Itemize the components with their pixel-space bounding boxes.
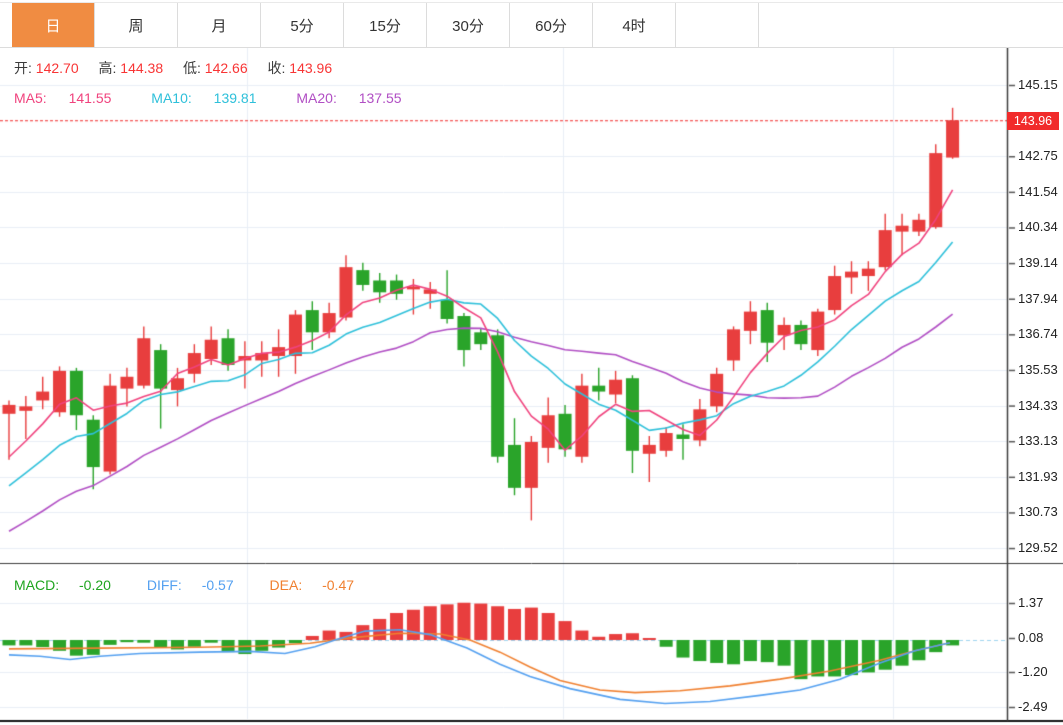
price-axis-label: 136.74: [1018, 326, 1058, 342]
price-axis-label: 133.13: [1018, 433, 1058, 449]
close-value: 143.96: [289, 60, 333, 76]
price-axis-label: 129.52: [1018, 540, 1058, 556]
ma5-legend: MA5: 141.55: [14, 90, 112, 106]
price-axis-label: 135.53: [1018, 361, 1058, 377]
macd-value-legend: MACD: -0.20: [14, 577, 111, 593]
close-label: 收:: [267, 60, 286, 76]
tabbar-trailing-cell: [676, 3, 759, 47]
tabbar-spacer: [0, 3, 12, 47]
tab-interval-0[interactable]: 日: [12, 3, 95, 47]
tab-interval-2[interactable]: 月: [178, 3, 261, 47]
tab-interval-6[interactable]: 60分: [510, 3, 593, 47]
open-label: 开:: [14, 60, 32, 76]
price-axis-label: 134.33: [1018, 397, 1058, 413]
high-label: 高:: [98, 60, 117, 76]
interval-tabbar: 日周月 5分 15分 30分 60分 4时: [0, 2, 1063, 48]
price-axis-label: 139.14: [1018, 255, 1058, 271]
tab-interval-5[interactable]: 30分: [427, 3, 510, 47]
price-axis-label: 141.54: [1018, 183, 1058, 199]
open-value: 142.70: [35, 60, 79, 76]
macd-axis-label: -2.49: [1018, 699, 1048, 714]
macd-axis-label: 0.08: [1018, 630, 1044, 645]
high-value: 144.38: [120, 60, 164, 76]
low-label: 低:: [183, 60, 201, 76]
tab-interval-4[interactable]: 15分: [344, 3, 427, 47]
ma10-legend: MA10: 139.81: [151, 90, 257, 106]
tab-interval-7[interactable]: 4时: [593, 3, 676, 47]
dea-value-legend: DEA: -0.47: [269, 577, 355, 593]
tab-interval-3[interactable]: 5分: [261, 3, 344, 47]
tab-interval-1[interactable]: 周: [95, 3, 178, 47]
price-axis-label: 131.93: [1018, 468, 1058, 484]
current-price-badge: 143.96: [1007, 112, 1059, 130]
price-axis-label: 140.34: [1018, 219, 1058, 235]
price-axis-label: 137.94: [1018, 290, 1058, 306]
ma20-legend: MA20: 137.55: [296, 90, 402, 106]
macd-axis-label: 1.37: [1018, 595, 1044, 610]
low-value: 142.66: [204, 60, 248, 76]
price-axis-label: 130.73: [1018, 504, 1058, 520]
diff-value-legend: DIFF: -0.57: [146, 577, 234, 593]
price-axis-label: 145.15: [1018, 77, 1058, 92]
macd-axis-label: -1.20: [1018, 664, 1048, 679]
ohlc-info-row: 开: 142.70 高: 144.38 低: 142.66 收: 143.96: [14, 60, 348, 76]
ma-legend-row: MA5: 141.55 MA10: 139.81 MA20: 137.55: [14, 90, 438, 106]
macd-legend-row: MACD: -0.20 DIFF: -0.57 DEA: -0.47: [14, 577, 386, 593]
price-axis-label: 142.75: [1018, 148, 1058, 164]
